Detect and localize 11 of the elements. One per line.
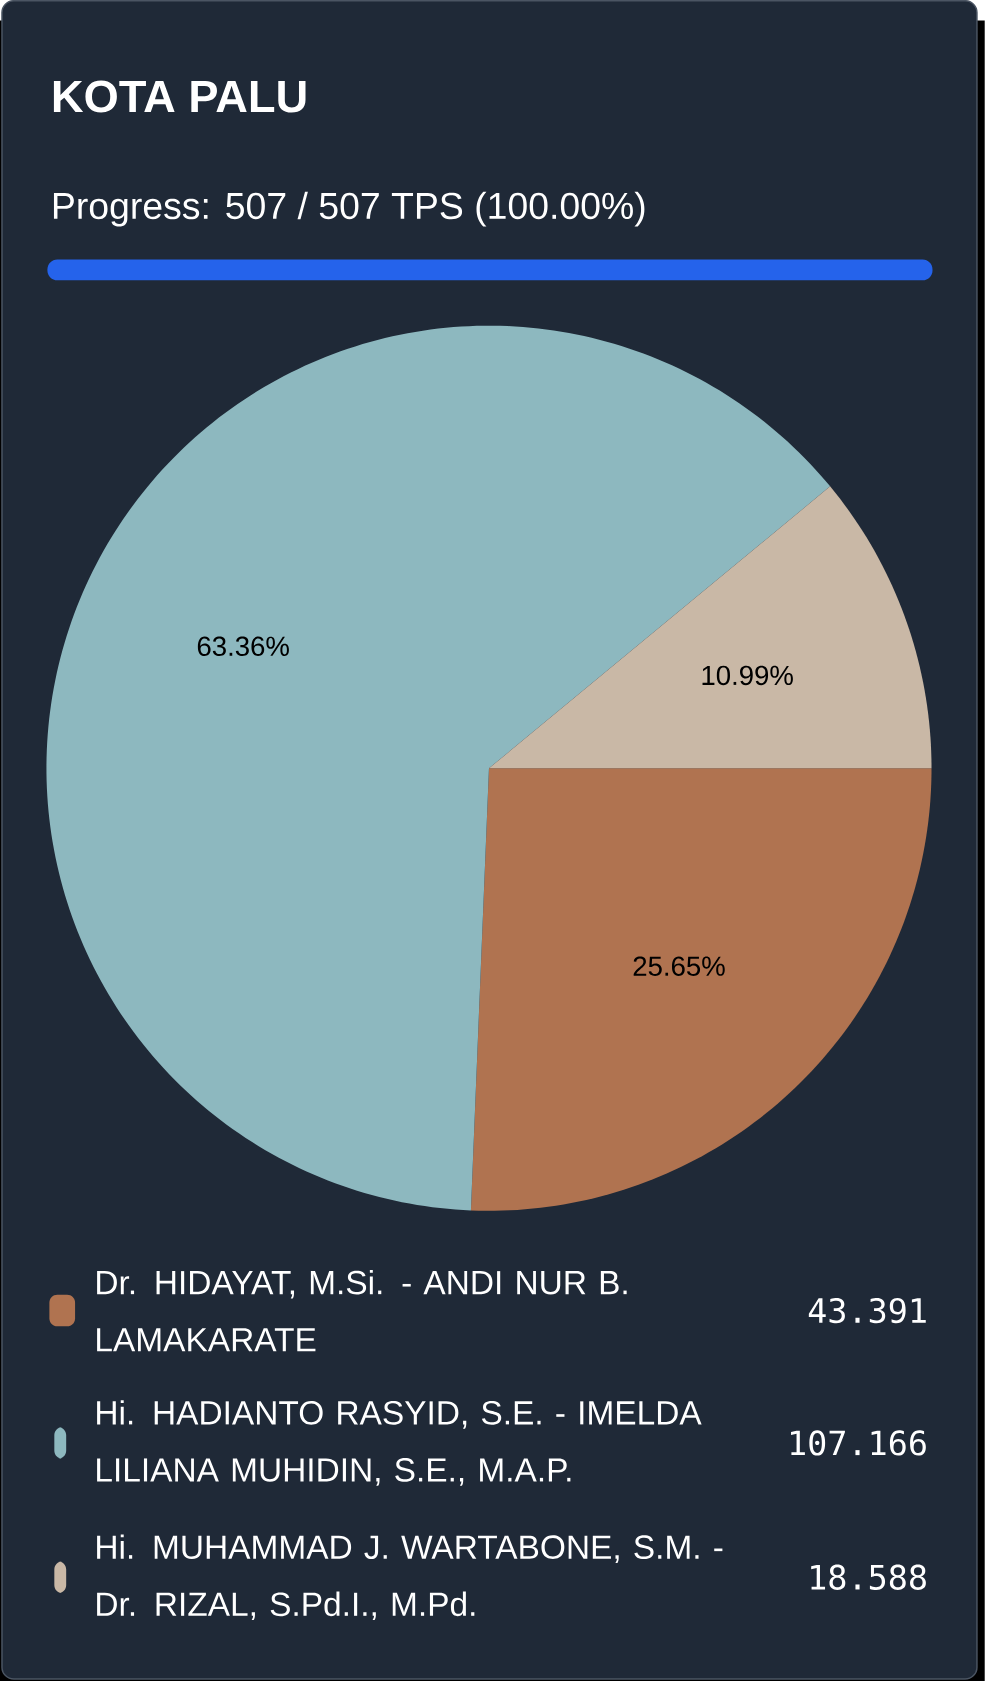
text: 18.588 [811,1564,926,1590]
legend-label: Hi. MUHAMMAD J. WARTABONE, S.M. - Dr. RIZAL, S.Pd.I., M.Pd. [97,1534,723,1621]
chart-subtitle: Progress: 507 / 507 TPS (100.00%) [54,191,645,227]
legend-label: Dr. HIDAYAT, M.Si. - ANDI NUR B. LAMAKARATE [97,1269,627,1352]
data-label: 25.65% [633,956,725,976]
data-label: 63.36% [197,636,289,657]
text: 107.166 [791,1430,926,1456]
chart-title: KOTA PALU [54,80,306,113]
text: 43.391 [808,1297,926,1324]
legend-label: Hi. HADIANTO RASYID, S.E. - IMELDA LILIANA MUHIDIN, S.E., M.A.P. [97,1400,702,1486]
data-label: 10.99% [702,665,793,686]
